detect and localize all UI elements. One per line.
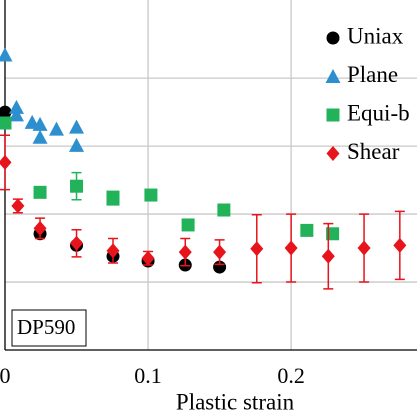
point [33,220,47,236]
legend-label: Uniax [347,23,404,48]
point [11,198,25,214]
point [284,240,298,256]
point [178,244,192,260]
point [357,240,371,256]
point [32,116,48,131]
point [300,223,314,237]
x-tick-label: 0.1 [134,363,162,388]
x-tick-label: 0.2 [277,363,305,388]
annotation: DP590 [17,315,75,339]
point [32,129,48,144]
point [8,107,24,122]
point [144,188,158,202]
point [33,185,47,199]
point [141,250,155,266]
legend-label: Plane [347,62,398,87]
point [70,179,84,193]
legend-label: Equi-b [347,100,410,125]
point [321,248,335,264]
annotation-box [11,309,87,347]
point [0,47,13,62]
point [106,192,120,206]
point [217,203,231,217]
x-axis-label: Plastic strain [176,389,295,414]
point [0,105,12,119]
legend-marker [326,108,340,122]
point [49,121,64,136]
legend-marker [326,146,340,161]
point [70,235,84,251]
point [181,218,195,232]
point [0,116,12,130]
legend-marker [325,69,341,83]
point [106,243,120,259]
legend-marker [326,31,340,45]
point [69,137,85,152]
point [326,227,340,241]
x-tick-label: 0 [0,363,11,388]
legend-label: Shear [347,139,400,164]
point [250,241,264,257]
point [8,99,24,114]
point [393,237,407,253]
point [213,244,227,260]
point [69,119,85,134]
point [0,154,12,170]
